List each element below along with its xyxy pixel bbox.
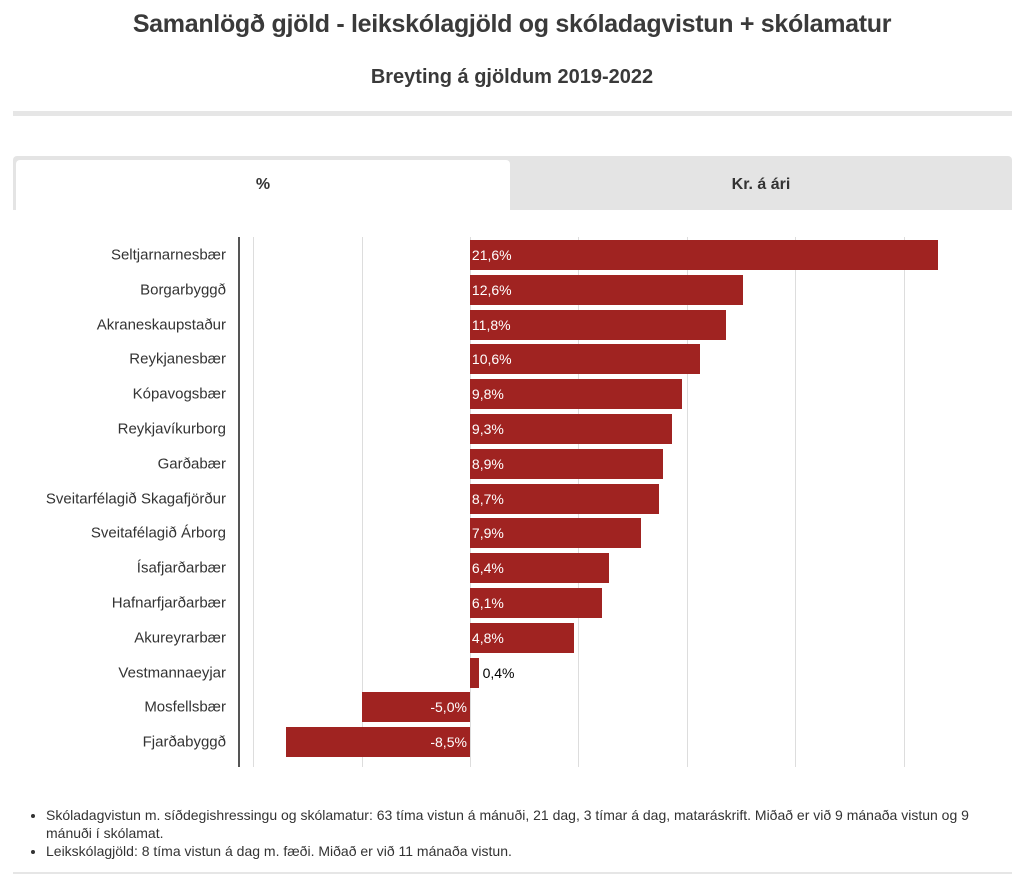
category-label: Vestmannaeyjar xyxy=(118,664,226,682)
gridline xyxy=(795,237,797,767)
category-label: Borgarbyggð xyxy=(140,281,226,299)
data-label: 11,8% xyxy=(471,316,511,333)
footnote: Leikskólagjöld: 8 tíma vistun á dag m. f… xyxy=(46,842,1006,860)
category-label: Sveitarfélagið Skagafjörður xyxy=(45,490,226,508)
bar xyxy=(469,518,642,549)
data-label: 6,1% xyxy=(471,595,504,611)
footnote: Skóladagvistun m. síðdegishressingu og s… xyxy=(46,806,1006,842)
category-label: Garðabær xyxy=(157,455,226,473)
category-label: Reykjanesbær xyxy=(129,350,226,368)
data-label: 10,6% xyxy=(471,351,512,368)
chart-subtitle: Breyting á gjöldum 2019-2022 xyxy=(370,66,654,88)
data-label: 12,6% xyxy=(471,281,512,298)
bar xyxy=(361,692,470,723)
bar xyxy=(469,414,672,444)
bar xyxy=(469,309,726,340)
data-label: -8,5% xyxy=(430,734,467,751)
bar xyxy=(469,379,683,410)
tab-bar: % Kr. á ári xyxy=(13,156,1012,210)
data-label: 0,4% xyxy=(482,664,515,681)
tab-kr-a-ari[interactable]: Kr. á ári xyxy=(731,176,791,193)
data-label: 8,9% xyxy=(471,455,504,472)
category-label: Akureyrarbær xyxy=(134,629,226,647)
category-label: Mosfellsbær xyxy=(144,698,226,716)
data-label: 9,3% xyxy=(471,421,504,437)
category-label: Reykjavíkurborg xyxy=(117,420,226,438)
category-label: Seltjarnarnesbær xyxy=(110,246,226,264)
data-label: 8,7% xyxy=(471,490,504,507)
category-label: Kópavogsbær xyxy=(132,385,226,403)
data-label: 6,4% xyxy=(471,560,504,577)
data-label: 9,8% xyxy=(471,386,504,403)
bar xyxy=(285,727,470,758)
category-label: Ísafjarðarbær xyxy=(136,559,226,577)
bar xyxy=(469,622,574,653)
data-label: -5,0% xyxy=(430,699,467,716)
category-label: Fjarðabyggð xyxy=(142,733,226,751)
category-label: Akraneskaupstaður xyxy=(96,316,226,334)
bar xyxy=(469,657,479,688)
bar-chart: Seltjarnarnesbær 21,6% Borgarbyggð 12,6% Akr… xyxy=(0,225,1024,775)
footnotes: Skóladagvistun m. síðdegishressingu og s… xyxy=(26,806,1006,860)
data-label: 21,6% xyxy=(471,247,512,263)
category-label: Sveitafélagið Árborg xyxy=(90,524,226,542)
bar xyxy=(469,274,744,305)
bar xyxy=(469,588,603,618)
gridline xyxy=(903,237,905,767)
tab-percent[interactable]: % xyxy=(16,160,510,210)
gridline xyxy=(253,237,255,767)
bar xyxy=(469,344,700,375)
chart-title: Samanlögð gjöld - leikskólagjöld og skól… xyxy=(132,10,892,38)
data-label: 7,9% xyxy=(471,525,504,542)
bar xyxy=(469,483,659,514)
y-axis-line xyxy=(238,237,240,767)
divider xyxy=(13,872,1012,874)
gridline xyxy=(361,237,363,767)
bar xyxy=(469,240,939,270)
category-label: Hafnarfjarðarbær xyxy=(111,594,226,612)
bar xyxy=(469,553,609,584)
divider xyxy=(13,111,1012,116)
bar xyxy=(469,448,663,479)
gridline xyxy=(686,237,688,767)
data-label: 4,8% xyxy=(471,629,504,646)
